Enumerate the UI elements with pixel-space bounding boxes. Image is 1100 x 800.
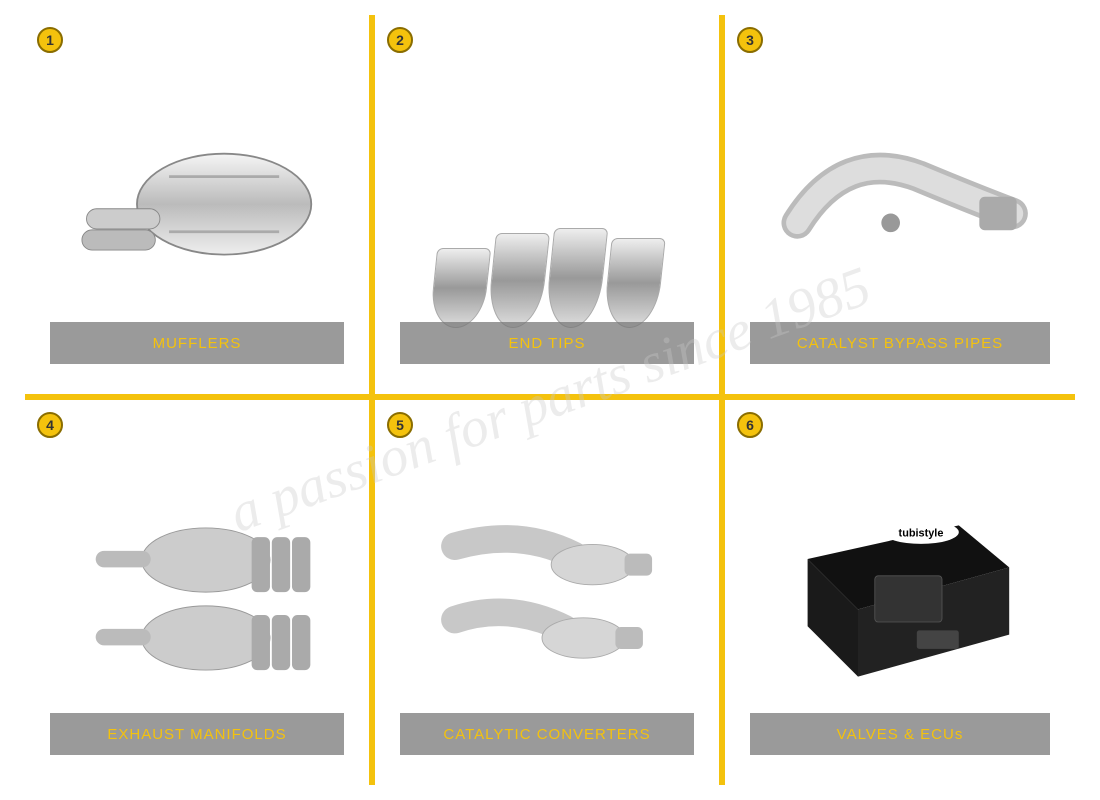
tile-label-bar: VALVES & ECUs xyxy=(750,713,1050,755)
tile-label: VALVES & ECUs xyxy=(837,726,964,743)
tile-label: CATALYTIC CONVERTERS xyxy=(443,726,650,743)
ecu-icon: tubistyle xyxy=(760,467,1040,717)
tile-endtips[interactable]: 2 END TIPS xyxy=(375,15,725,400)
tile-number: 4 xyxy=(46,417,54,433)
pipe-icon xyxy=(760,81,1040,327)
tile-label: CATALYST BYPASS PIPES xyxy=(797,335,1003,352)
tile-number-badge: 1 xyxy=(37,27,63,53)
tile-label-bar: CATALYTIC CONVERTERS xyxy=(400,713,694,755)
tile-number: 1 xyxy=(46,32,54,48)
tile-number-badge: 2 xyxy=(387,27,413,53)
tile-number-badge: 3 xyxy=(737,27,763,53)
manifold-icon xyxy=(59,467,334,717)
tile-label-bar: END TIPS xyxy=(400,322,694,364)
tile-ecu[interactable]: 6 tubistyle VALVES & ECUs xyxy=(725,400,1075,785)
tile-number-badge: 6 xyxy=(737,412,763,438)
svg-text:tubistyle: tubistyle xyxy=(899,527,944,539)
muffler-icon xyxy=(59,81,334,327)
tile-label: END TIPS xyxy=(509,335,586,352)
tile-label-bar: EXHAUST MANIFOLDS xyxy=(50,713,344,755)
tile-mufflers[interactable]: 1 MUFFLERS xyxy=(25,15,375,400)
tile-number: 6 xyxy=(746,417,754,433)
cat-icon xyxy=(409,467,684,717)
tile-number: 3 xyxy=(746,32,754,48)
tile-number-badge: 5 xyxy=(387,412,413,438)
tile-bypass[interactable]: 3 CATALYST BYPASS PIPES xyxy=(725,15,1075,400)
tile-number: 5 xyxy=(396,417,404,433)
tile-cats[interactable]: 5 CATALYTIC CONVERTERS xyxy=(375,400,725,785)
product-grid: 1 MUFFLERS 2 xyxy=(25,15,1075,785)
tile-number: 2 xyxy=(396,32,404,48)
tile-label-bar: CATALYST BYPASS PIPES xyxy=(750,322,1050,364)
endtips-icon xyxy=(409,81,684,327)
tile-label-bar: MUFFLERS xyxy=(50,322,344,364)
tile-manifolds[interactable]: 4 EXHAUST MANI xyxy=(25,400,375,785)
tile-label: MUFFLERS xyxy=(153,335,242,352)
tile-number-badge: 4 xyxy=(37,412,63,438)
tile-label: EXHAUST MANIFOLDS xyxy=(107,726,286,743)
